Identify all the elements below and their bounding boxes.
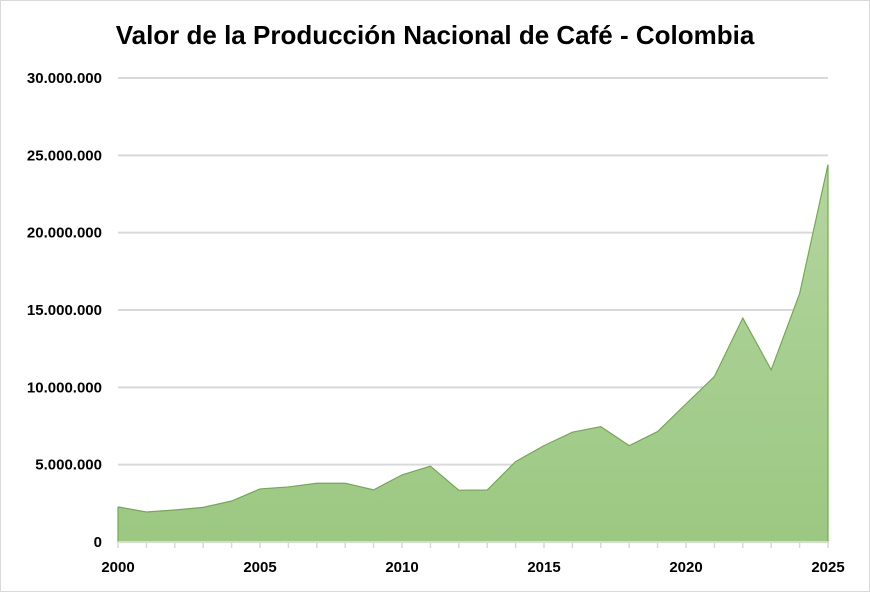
y-tick-label: 25.000.000: [27, 147, 102, 164]
x-tick-label: 2000: [101, 559, 134, 576]
x-tick-label: 2020: [669, 559, 702, 576]
y-tick-label: 5.000.000: [35, 457, 102, 474]
chart-title: Valor de la Producción Nacional de Café …: [115, 20, 755, 50]
y-tick-label: 10.000.000: [27, 379, 102, 396]
y-tick-label: 20.000.000: [27, 225, 102, 242]
x-tick-label: 2010: [385, 559, 418, 576]
series-line: [117, 164, 829, 513]
y-tick-label: 0: [94, 534, 102, 551]
x-tick-label: 2025: [811, 559, 844, 576]
y-tick-label: 30.000.000: [27, 70, 102, 87]
y-tick-label: 15.000.000: [27, 302, 102, 319]
x-tick-label: 2005: [243, 559, 276, 576]
x-tick-label: 2015: [527, 559, 560, 576]
area-fill: [118, 164, 828, 542]
